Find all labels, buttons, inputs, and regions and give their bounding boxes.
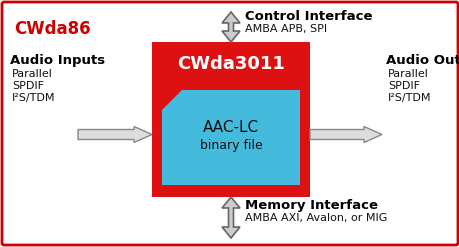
Polygon shape — [222, 12, 240, 42]
Polygon shape — [162, 90, 299, 185]
Text: Memory Interface: Memory Interface — [245, 199, 377, 212]
Bar — [151, 42, 309, 197]
Text: Parallel: Parallel — [387, 69, 428, 79]
Text: binary file: binary file — [199, 139, 262, 152]
Polygon shape — [222, 197, 240, 238]
FancyBboxPatch shape — [2, 2, 457, 245]
Text: SPDIF: SPDIF — [387, 81, 419, 91]
Text: AMBA AXI, Avalon, or MIG: AMBA AXI, Avalon, or MIG — [245, 213, 386, 223]
Polygon shape — [78, 126, 151, 143]
Text: I²S/TDM: I²S/TDM — [12, 93, 56, 103]
Text: I²S/TDM: I²S/TDM — [387, 93, 431, 103]
Text: Parallel: Parallel — [12, 69, 53, 79]
Text: SPDIF: SPDIF — [12, 81, 44, 91]
Text: AMBA APB, SPI: AMBA APB, SPI — [245, 24, 326, 34]
Text: Audio Inputs: Audio Inputs — [10, 54, 105, 67]
Text: Audio Outputs: Audio Outputs — [385, 54, 459, 67]
Text: CWda3011: CWda3011 — [177, 55, 284, 73]
Text: Control Interface: Control Interface — [245, 10, 372, 23]
Text: AAC-LC: AAC-LC — [202, 120, 258, 135]
Text: CWda86: CWda86 — [14, 20, 90, 38]
Polygon shape — [309, 126, 381, 143]
